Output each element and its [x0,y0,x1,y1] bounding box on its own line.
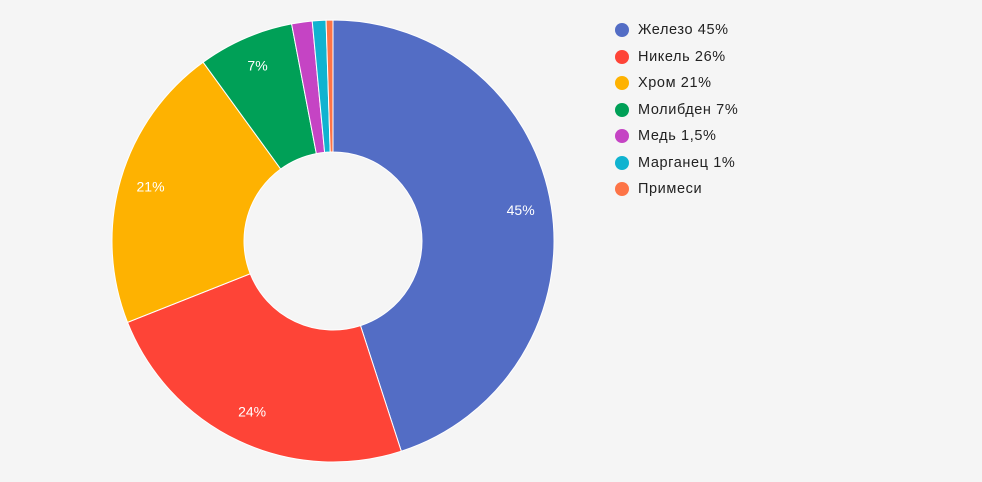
legend-swatch-molybdenum [615,102,629,117]
legend-label-copper: Медь 1,5% [638,128,717,145]
slice-chromium[interactable] [111,61,282,324]
legend-swatch-chromium [615,76,629,91]
legend-swatch-iron [615,23,629,38]
legend-item-copper[interactable]: Медь 1,5% [615,123,738,150]
legend-swatch-impurities [615,182,629,197]
legend-label-molybdenum: Молибден 7% [638,101,739,118]
legend-label-nickel: Никель 26% [638,48,726,65]
legend-item-manganese[interactable]: Марганец 1% [615,150,738,177]
legend-item-impurities[interactable]: Примеси [615,176,738,203]
legend-label-impurities: Примеси [638,181,703,198]
data-label-iron: 45% [507,202,535,218]
slice-nickel[interactable] [126,273,402,463]
legend-label-iron: Железо 45% [638,22,729,39]
legend-swatch-manganese [615,155,629,170]
legend-item-iron[interactable]: Железо 45% [615,17,738,44]
data-label-chromium: 21% [137,179,165,195]
legend-label-manganese: Марганец 1% [638,154,736,171]
legend-item-nickel[interactable]: Никель 26% [615,44,738,71]
legend-swatch-nickel [615,49,629,64]
data-label-nickel: 24% [238,404,266,420]
legend-swatch-copper [615,129,629,144]
legend-item-molybdenum[interactable]: Молибден 7% [615,97,738,124]
chart-legend: Железо 45% Никель 26% Хром 21% Молибден … [615,17,738,203]
legend-label-chromium: Хром 21% [638,75,712,92]
data-label-molybdenum: 7% [247,57,267,73]
legend-item-chromium[interactable]: Хром 21% [615,70,738,97]
slice-impurities[interactable] [325,19,334,153]
slice-iron[interactable] [332,19,555,452]
